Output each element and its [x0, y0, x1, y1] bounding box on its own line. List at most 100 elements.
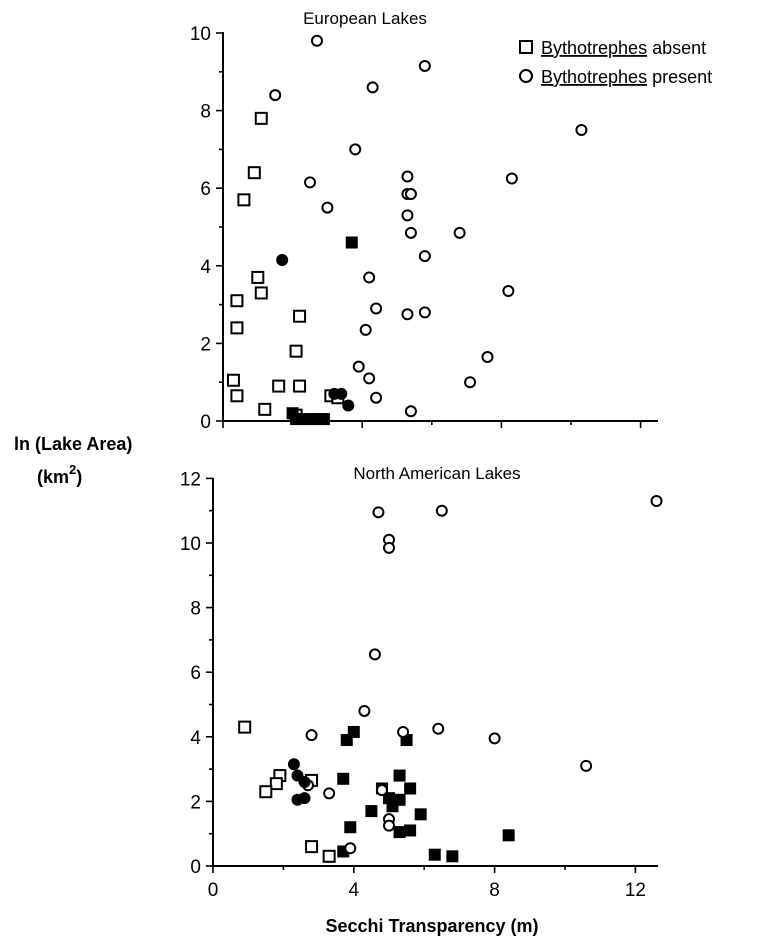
data-point-filled-square: [446, 850, 459, 863]
data-point-open-square: [293, 309, 307, 323]
data-point-filled-circle: [335, 387, 348, 400]
data-point-open-circle: [502, 285, 515, 298]
y-tick-label: 6: [190, 663, 201, 684]
north-american-x-ticks: 0 4 8 12: [208, 866, 646, 901]
data-point-open-square: [230, 294, 244, 308]
y-axis-label-unit: (km2): [37, 462, 82, 487]
x-tick-label: 0: [208, 880, 219, 901]
data-point-open-circle: [363, 372, 376, 385]
data-point-open-circle: [418, 306, 431, 319]
data-point-filled-circle: [298, 792, 311, 805]
data-point-open-circle: [372, 506, 385, 519]
data-point-open-square: [254, 111, 268, 125]
data-point-open-circle: [363, 271, 376, 284]
data-point-open-square: [226, 373, 240, 387]
data-point-open-circle: [650, 495, 663, 508]
data-point-open-circle: [580, 759, 593, 772]
data-point-open-circle: [435, 504, 448, 517]
data-point-open-circle: [383, 541, 395, 554]
data-point-open-circle: [305, 729, 318, 742]
x-axis-label: Secchi Transparency (m): [325, 916, 538, 936]
x-tick-label: 8: [489, 880, 500, 901]
legend: Bythotrephes absent Bythotrephes present: [519, 38, 712, 87]
data-point-open-circle: [366, 81, 379, 94]
data-point-open-square: [247, 166, 261, 180]
data-point-filled-square: [344, 821, 357, 834]
european-x-ticks: [222, 421, 642, 428]
european-lakes-title: European Lakes: [303, 9, 427, 28]
data-point-open-square: [259, 785, 273, 799]
data-point-open-circle: [404, 405, 417, 418]
data-point-filled-circle: [287, 758, 300, 771]
y-tick-label: 4: [190, 728, 201, 749]
data-point-filled-square: [337, 772, 350, 785]
data-point-open-circle: [404, 188, 417, 201]
data-point-open-circle: [358, 704, 371, 717]
data-point-filled-square: [428, 848, 441, 861]
legend-open-circle-marker: [519, 69, 533, 83]
data-point-open-circle: [304, 176, 316, 189]
data-point-open-circle: [418, 250, 431, 263]
y-tick-label: 2: [200, 334, 211, 355]
data-point-filled-circle: [298, 776, 311, 789]
data-point-filled-circle: [342, 399, 355, 412]
data-point-filled-square: [347, 725, 360, 738]
y-tick-label: 6: [200, 179, 211, 200]
data-point-filled-square: [393, 793, 406, 806]
data-point-filled-square: [317, 413, 330, 426]
north-american-lakes-panel: North American Lakes 0 2 4 6 8 10 12 0 4 8 12: [180, 464, 663, 901]
data-point-open-circle: [269, 89, 282, 102]
data-point-filled-square: [404, 782, 417, 795]
data-point-open-circle: [310, 34, 323, 47]
data-point-filled-square: [502, 829, 515, 842]
data-point-open-square: [305, 840, 319, 854]
data-point-filled-square: [393, 769, 406, 782]
data-point-open-square: [258, 402, 272, 416]
y-tick-label: 10: [190, 24, 211, 45]
data-point-open-circle: [481, 350, 494, 363]
data-point-open-square: [289, 344, 303, 358]
data-point-open-circle: [368, 648, 381, 661]
north-american-y-ticks: 0 2 4 6 8 10 12: [180, 469, 213, 878]
data-point-open-circle: [453, 226, 466, 239]
data-point-open-circle: [488, 732, 501, 745]
data-point-open-square: [293, 379, 307, 393]
data-point-open-circle: [575, 124, 588, 136]
data-point-open-circle: [397, 725, 410, 738]
data-point-open-square: [254, 286, 268, 300]
data-point-open-square: [230, 389, 244, 403]
data-point-open-square: [322, 849, 336, 863]
data-point-open-circle: [401, 209, 414, 222]
data-point-open-circle: [344, 842, 357, 855]
data-point-open-circle: [349, 143, 362, 156]
data-point-filled-square: [340, 734, 353, 747]
y-tick-label: 12: [180, 469, 201, 490]
data-point-filled-square: [386, 800, 399, 813]
x-tick-label: 4: [349, 880, 360, 901]
y-tick-label: 0: [200, 412, 211, 433]
legend-present-label: Bythotrephes present: [541, 67, 712, 87]
y-tick-label: 8: [190, 599, 201, 620]
data-point-open-square: [230, 321, 244, 335]
data-point-open-circle: [432, 722, 445, 735]
data-point-open-square: [269, 777, 283, 791]
data-point-open-circle: [383, 819, 395, 832]
legend-absent-text: absent: [647, 38, 706, 58]
data-point-open-circle: [401, 170, 414, 183]
north-american-data-points: [238, 495, 663, 863]
data-point-filled-square: [414, 808, 427, 821]
y-axis-unit-prefix: (km: [37, 467, 69, 487]
y-axis-unit-exponent: 2: [69, 462, 76, 477]
european-y-ticks: 0 2 4 6 8 10: [190, 24, 223, 433]
data-point-open-circle: [359, 323, 372, 336]
legend-present-text: present: [647, 67, 712, 87]
data-point-filled-square: [393, 826, 406, 839]
data-point-open-circle: [505, 172, 518, 185]
x-tick-label: 12: [625, 880, 646, 901]
european-lakes-panel: European Lakes 0 2 4 6 8 10: [190, 9, 658, 433]
legend-absent-genus: Bythotrephes: [541, 38, 647, 58]
data-point-open-circle: [404, 226, 417, 239]
legend-absent-label: Bythotrephes absent: [541, 38, 706, 58]
data-point-filled-square: [345, 236, 358, 249]
